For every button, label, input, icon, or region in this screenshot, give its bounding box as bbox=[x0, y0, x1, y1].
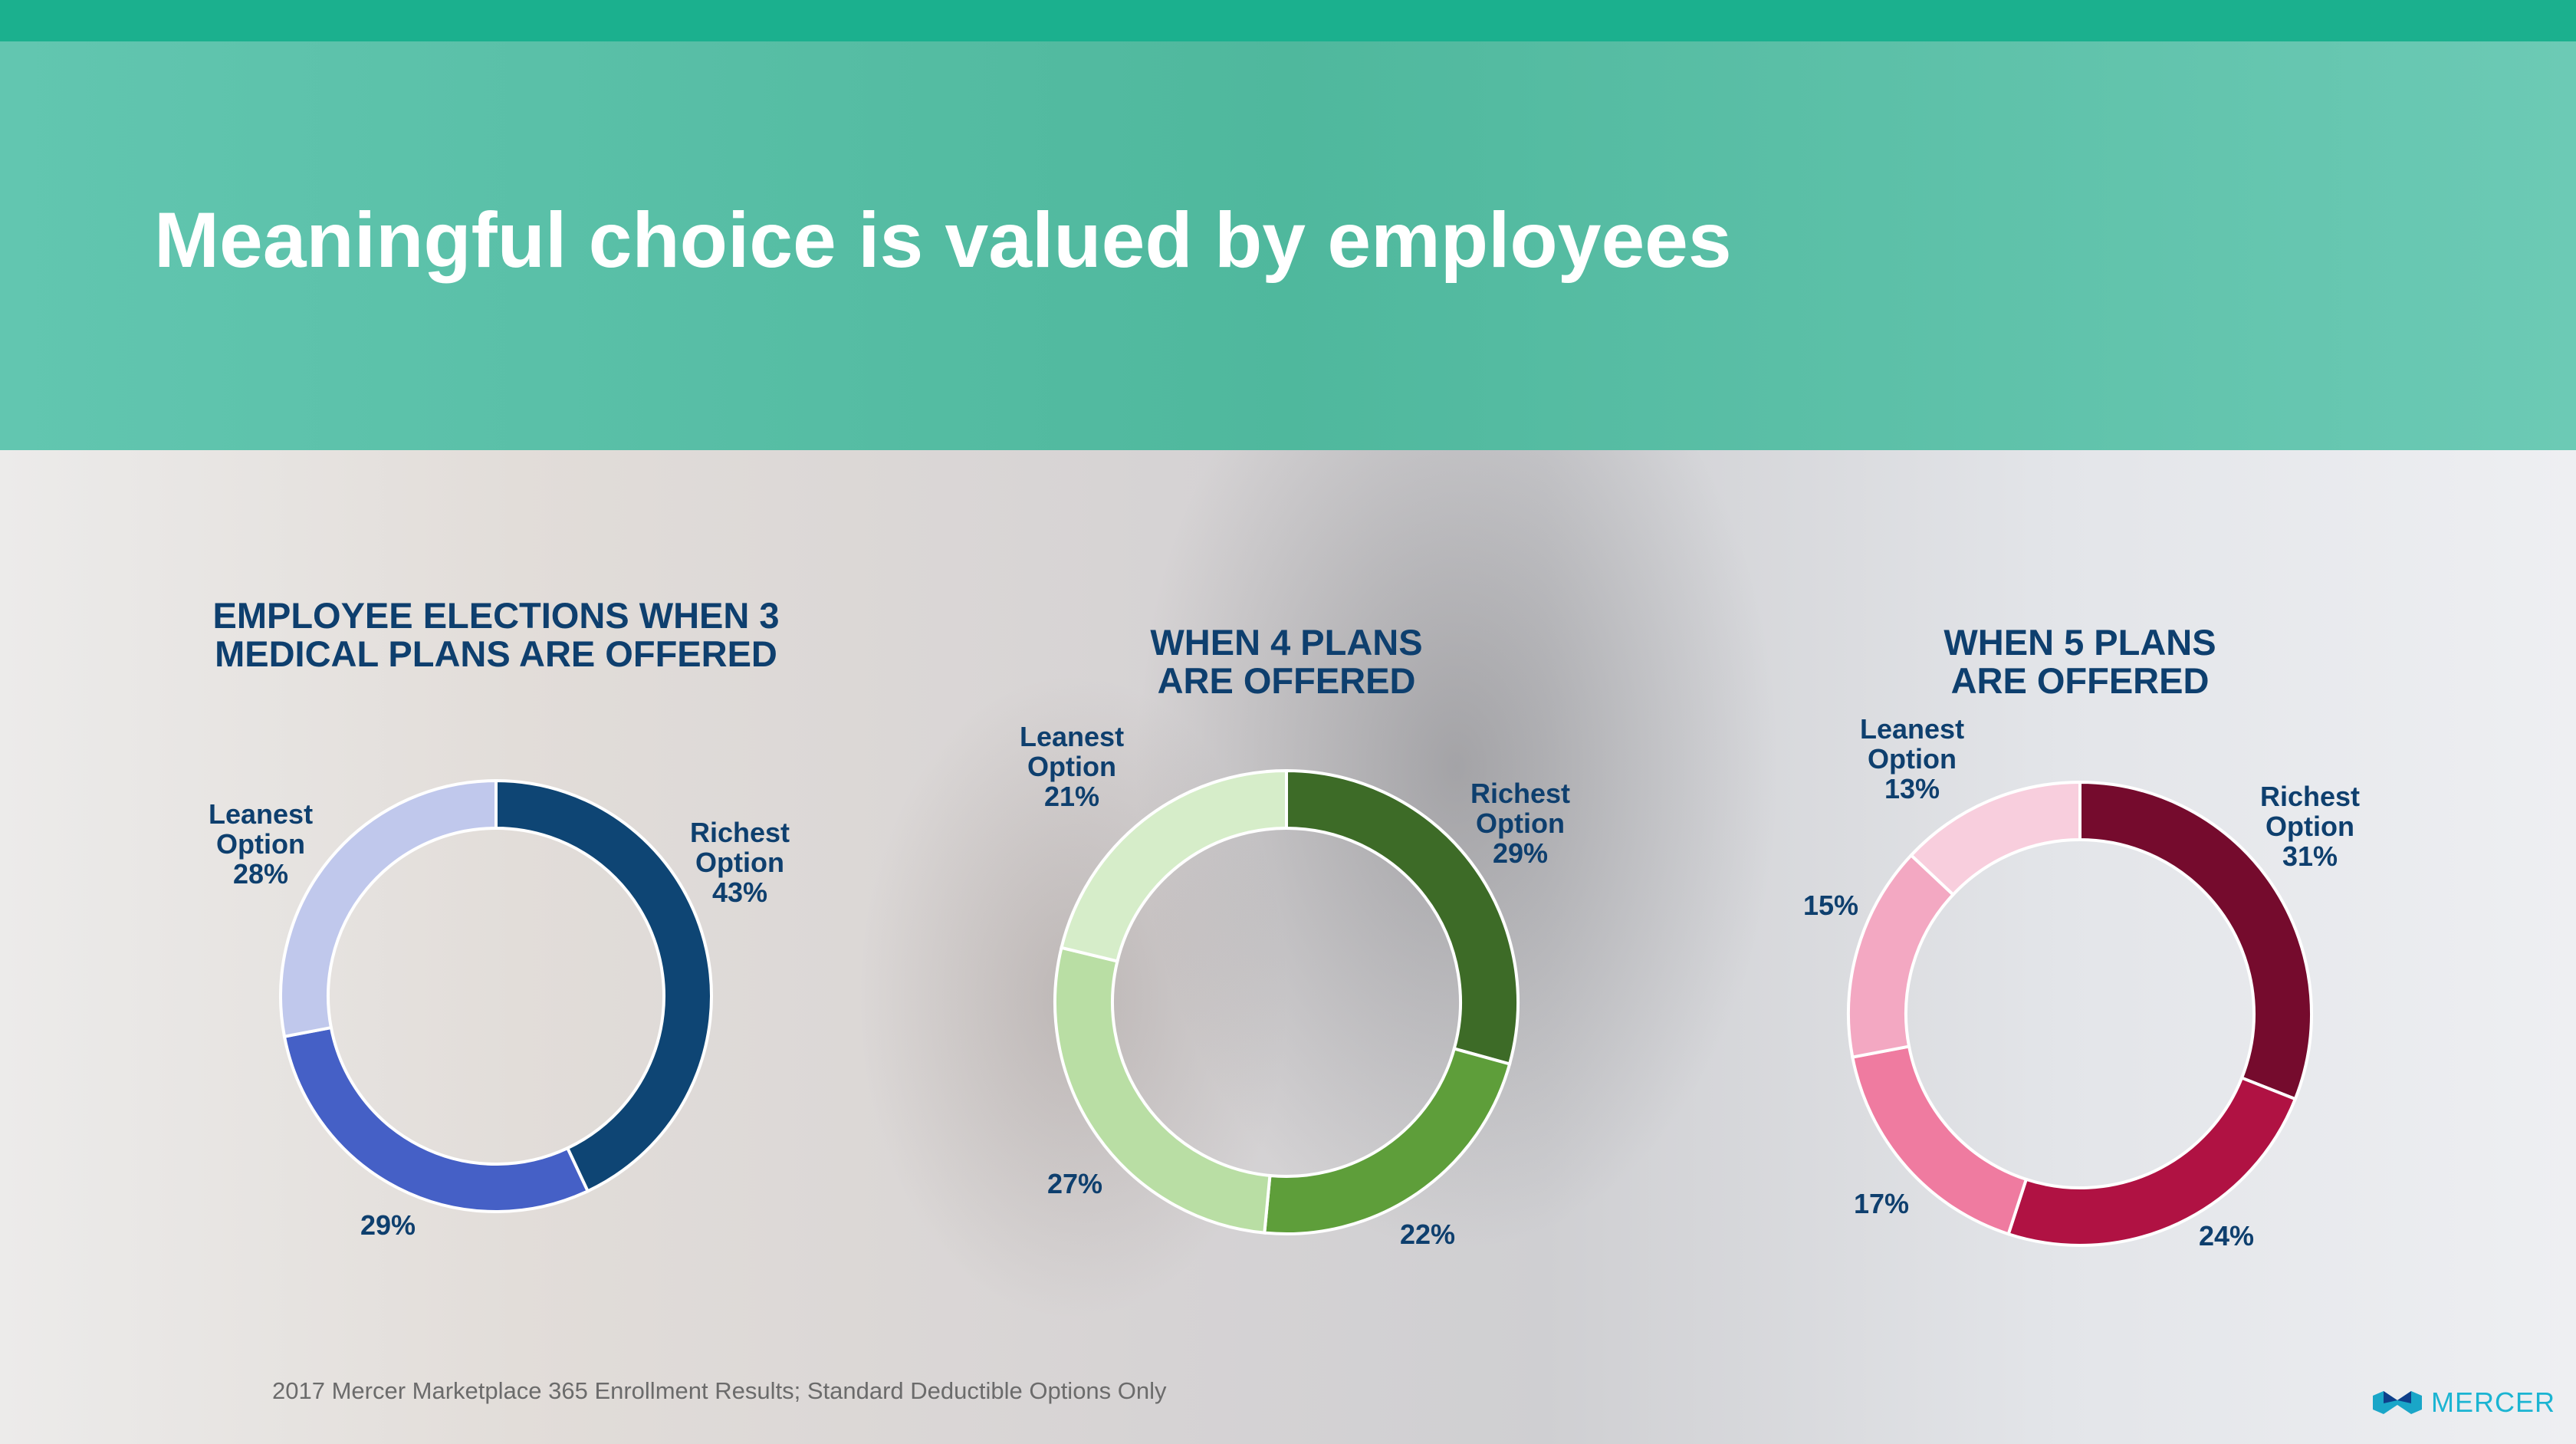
data-label: 29% bbox=[360, 1209, 416, 1241]
data-label: Richest Option 43% bbox=[690, 817, 790, 908]
chart-title-3-plans: EMPLOYEE ELECTIONS WHEN 3 MEDICAL PLANS … bbox=[212, 595, 780, 674]
header-band bbox=[0, 41, 2576, 450]
mercer-logo-icon bbox=[2373, 1391, 2422, 1414]
data-label: Leanest Option 21% bbox=[1020, 721, 1125, 812]
chart-title-5-plans: WHEN 5 PLANS ARE OFFERED bbox=[1944, 622, 2216, 701]
mercer-logo: MERCER bbox=[2373, 1386, 2555, 1419]
data-label: 17% bbox=[1854, 1188, 1910, 1219]
data-label: 24% bbox=[2199, 1220, 2255, 1252]
donut-slice bbox=[279, 778, 498, 1038]
donut-slice bbox=[1909, 780, 2082, 897]
data-label: 22% bbox=[1400, 1219, 1456, 1250]
top-accent-stripe bbox=[0, 0, 2576, 41]
donut-slice bbox=[1847, 853, 1956, 1059]
data-label: Richest Option 29% bbox=[1470, 778, 1571, 869]
data-label: 27% bbox=[1047, 1168, 1103, 1199]
donut-slice bbox=[1060, 768, 1288, 963]
page-title: Meaningful choice is valued by employees bbox=[154, 196, 1732, 284]
donut-slice bbox=[1263, 1047, 1512, 1235]
donut-slice bbox=[282, 1025, 590, 1214]
mercer-logo-text: MERCER bbox=[2431, 1386, 2556, 1418]
donut-slice bbox=[495, 778, 714, 1193]
data-label: Richest Option 31% bbox=[2260, 781, 2361, 872]
source-footnote: 2017 Mercer Marketplace 365 Enrollment R… bbox=[272, 1377, 1167, 1404]
data-label: 15% bbox=[1803, 890, 1859, 921]
donut-slice bbox=[1053, 946, 1272, 1235]
data-label: Leanest Option 13% bbox=[1860, 713, 1965, 804]
donut-slice bbox=[2078, 780, 2313, 1101]
chart-title-4-plans: WHEN 4 PLANS ARE OFFERED bbox=[1150, 622, 1423, 701]
data-label: Leanest Option 28% bbox=[209, 798, 314, 890]
donut-slice bbox=[1285, 768, 1520, 1066]
